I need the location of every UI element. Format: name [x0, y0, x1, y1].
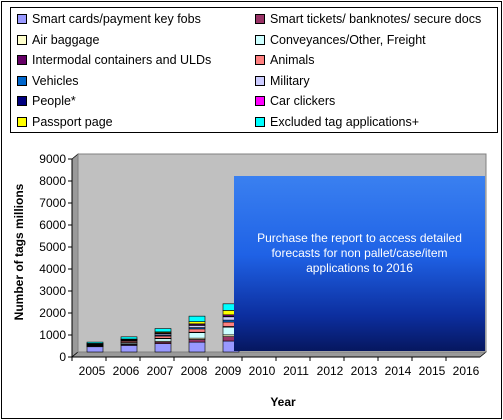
- legend-item: Smart cards/payment key fobs: [17, 9, 201, 29]
- y-tick-label: 1000: [39, 328, 66, 342]
- y-tick-label: 8000: [39, 174, 66, 188]
- plot-side-wall: [71, 153, 79, 358]
- legend-label: Air baggage: [32, 32, 100, 47]
- x-tick-label: 2015: [419, 364, 446, 378]
- y-tick-label: 2000: [39, 306, 66, 320]
- legend-label: People*: [32, 94, 76, 108]
- legend-swatch: [17, 96, 27, 106]
- bar-segment: [188, 332, 206, 339]
- bar-segment: [188, 328, 206, 333]
- bar-segment: [188, 341, 206, 353]
- legend-swatch: [255, 55, 265, 65]
- legend-swatch: [17, 116, 27, 127]
- bar-segment: [188, 315, 206, 322]
- x-tick-label: 2010: [249, 364, 276, 378]
- legend-label: Conveyances/Other, Freight: [270, 32, 426, 47]
- y-tick-label: 3000: [39, 284, 66, 298]
- purchase-report-text: Purchase the report to access detailed f…: [257, 231, 462, 275]
- legend-label: Car clickers: [270, 94, 336, 108]
- legend-item: Military: [255, 71, 310, 91]
- legend-swatch: [255, 116, 265, 127]
- legend-swatch: [255, 96, 265, 106]
- bar-segment: [188, 339, 206, 343]
- purchase-report-banner[interactable]: Purchase the report to access detailed f…: [234, 176, 485, 351]
- x-tick-label: 2012: [317, 364, 344, 378]
- legend-label: Animals: [270, 53, 315, 67]
- legend-item: Animals: [255, 50, 314, 70]
- bar-segment: [86, 341, 104, 344]
- x-tick-label: 2016: [453, 364, 480, 378]
- legend-swatch: [17, 14, 27, 24]
- legend-label: Smart tickets/ banknotes/ secure docs: [270, 12, 482, 26]
- legend-item: Vehicles: [17, 71, 79, 91]
- legend-label: Intermodal containers and ULDs: [32, 53, 212, 67]
- legend-label: Smart cards/payment key fobs: [32, 12, 201, 26]
- bar-segment: [86, 346, 104, 353]
- y-tick-label: 4000: [39, 262, 66, 276]
- x-tick-label: 2007: [147, 364, 174, 378]
- bar-segment: [154, 343, 172, 353]
- y-tick-label: 7000: [39, 196, 66, 210]
- legend-item: Conveyances/Other, Freight: [255, 30, 426, 50]
- x-tick-label: 2008: [181, 364, 208, 378]
- legend: Smart cards/payment key fobs Smart ticket…: [10, 7, 498, 133]
- x-tick-label: 2006: [113, 364, 140, 378]
- x-tick-label: 2009: [215, 364, 242, 378]
- legend-label: Passport page: [32, 114, 113, 129]
- legend-swatch: [17, 34, 27, 45]
- bar-segment: [154, 328, 172, 333]
- legend-swatch: [255, 75, 265, 86]
- x-tick-label: 2013: [351, 364, 378, 378]
- x-tick-label: 2014: [385, 364, 412, 378]
- legend-item: People*: [17, 91, 76, 111]
- legend-swatch: [17, 75, 27, 86]
- y-tick-label: 6000: [39, 218, 66, 232]
- legend-swatch: [255, 34, 265, 45]
- legend-label: Vehicles: [32, 73, 79, 88]
- x-axis-label: Year: [270, 395, 296, 409]
- y-tick-label: 5000: [39, 240, 66, 254]
- bar-segment: [120, 336, 138, 340]
- bar-segment: [188, 325, 206, 328]
- y-axis-label: Number of tags millions: [12, 183, 26, 321]
- bar-segment: [154, 335, 172, 339]
- y-tick-label: 9000: [39, 152, 66, 166]
- legend-item: Intermodal containers and ULDs: [17, 50, 211, 70]
- x-tick-label: 2005: [79, 364, 106, 378]
- y-tick-label: 0: [59, 350, 66, 364]
- plot-floor: [70, 351, 488, 358]
- legend-swatch: [17, 55, 27, 65]
- legend-label: Military: [270, 73, 310, 88]
- x-tick-label: 2011: [283, 364, 309, 378]
- bar-segment: [188, 321, 206, 325]
- legend-item: Car clickers: [255, 91, 335, 111]
- legend-item: Excluded tag applications+: [255, 112, 419, 132]
- bar-segment: [120, 345, 138, 353]
- legend-item: Smart tickets/ banknotes/ secure docs: [255, 9, 481, 29]
- legend-label: Excluded tag applications+: [270, 114, 420, 129]
- legend-swatch: [255, 14, 265, 24]
- legend-item: Air baggage: [17, 30, 99, 50]
- legend-item: Passport page: [17, 112, 113, 132]
